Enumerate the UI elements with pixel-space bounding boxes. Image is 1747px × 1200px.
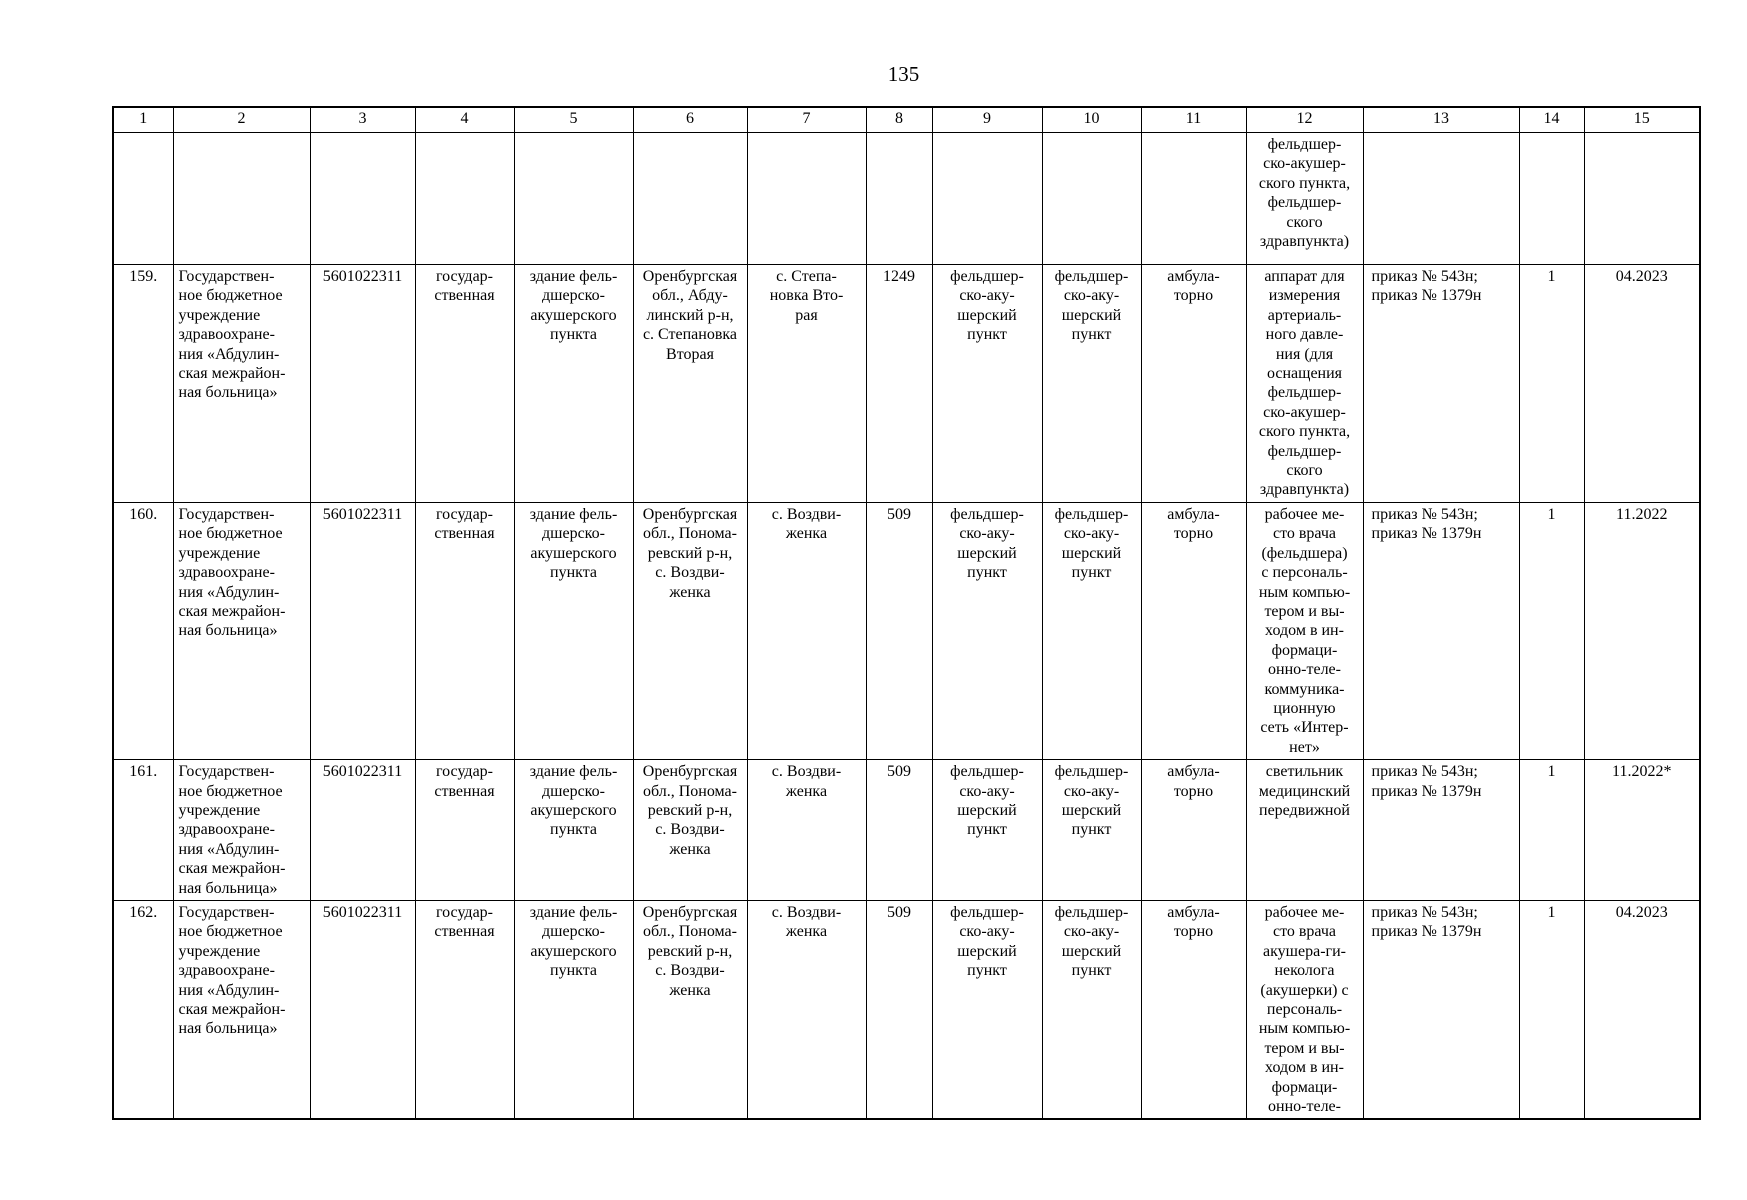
table-cell: Оренбургская обл., Понома- ревский р-н, … xyxy=(632,900,748,1120)
table-row-161: 161. Государствен- ное бюджетное учрежде… xyxy=(112,759,1701,901)
column-header: 9 xyxy=(931,106,1043,133)
column-header: 6 xyxy=(632,106,748,133)
page-number: 135 xyxy=(887,62,920,86)
table-cell: с. Воздви- женка xyxy=(746,759,867,901)
table-cell xyxy=(1518,132,1585,265)
table-cell xyxy=(865,132,933,265)
column-header: 12 xyxy=(1245,106,1364,133)
column-header: 10 xyxy=(1041,106,1142,133)
table-cell xyxy=(513,132,634,265)
table-cell: рабочее ме- сто врача (фельдшера) с перс… xyxy=(1245,501,1364,761)
table-cell: государ- ственная xyxy=(414,900,515,1120)
table-cell: приказ № 543н; приказ № 1379н xyxy=(1362,759,1520,901)
column-header: 3 xyxy=(309,106,416,133)
table-cell: 5601022311 xyxy=(309,759,416,901)
table-cell: государ- ственная xyxy=(414,264,515,503)
table-cell xyxy=(931,132,1043,265)
table-cell: с. Степа- новка Вто- рая xyxy=(746,264,867,503)
column-header: 4 xyxy=(414,106,515,133)
table-cell: 162. xyxy=(112,900,174,1120)
column-header: 13 xyxy=(1362,106,1520,133)
table-cell: амбула- торно xyxy=(1140,900,1247,1120)
registry-table: 1 2 3 4 5 6 7 8 9 10 11 12 13 14 15 xyxy=(112,106,1701,1121)
table-cell: Государствен- ное бюджетное учреждение з… xyxy=(172,900,311,1120)
table-cell: аппарат для измерения артериаль- ного да… xyxy=(1245,264,1364,503)
table-cell: 04.2023 xyxy=(1583,264,1701,503)
table-row-160: 160. Государствен- ное бюджетное учрежде… xyxy=(112,501,1701,761)
column-header: 8 xyxy=(865,106,933,133)
table-cell: 11.2022 xyxy=(1583,501,1701,761)
column-header: 15 xyxy=(1583,106,1701,133)
table-cell: Оренбургская обл., Абду- линский р-н, с.… xyxy=(632,264,748,503)
table-cell: 161. xyxy=(112,759,174,901)
column-header: 1 xyxy=(112,106,174,133)
table-cell xyxy=(172,132,311,265)
column-header: 14 xyxy=(1518,106,1585,133)
column-header: 5 xyxy=(513,106,634,133)
column-header: 2 xyxy=(172,106,311,133)
table-cell: здание фель- дшерско- акушерского пункта xyxy=(513,900,634,1120)
table-cell: 04.2023 xyxy=(1583,900,1701,1120)
table-cell: фельдшер- ско-аку- шерский пункт xyxy=(1041,264,1142,503)
table-cell: приказ № 543н; приказ № 1379н xyxy=(1362,501,1520,761)
table-cell: 509 xyxy=(865,501,933,761)
table-cell: Оренбургская обл., Понома- ревский р-н, … xyxy=(632,501,748,761)
table-cell: 509 xyxy=(865,900,933,1120)
column-header: 7 xyxy=(746,106,867,133)
table-cell: 509 xyxy=(865,759,933,901)
table-cell: 5601022311 xyxy=(309,501,416,761)
table-cell: 5601022311 xyxy=(309,264,416,503)
table-cell: амбула- торно xyxy=(1140,264,1247,503)
table-cell xyxy=(1041,132,1142,265)
table-cell: фельдшер- ско-аку- шерский пункт xyxy=(931,501,1043,761)
table-cell: с. Воздви- женка xyxy=(746,501,867,761)
table-cell: 1249 xyxy=(865,264,933,503)
table-cell: светильник медицинский передвижной xyxy=(1245,759,1364,901)
table-cell: фельдшер- ско-аку- шерский пункт xyxy=(931,264,1043,503)
table-cell: Оренбургская обл., Понома- ревский р-н, … xyxy=(632,759,748,901)
table-cell: государ- ственная xyxy=(414,501,515,761)
table-cell xyxy=(746,132,867,265)
table-header-row: 1 2 3 4 5 6 7 8 9 10 11 12 13 14 15 xyxy=(112,106,1701,133)
table-cell: фельдшер- ско-аку- шерский пункт xyxy=(1041,501,1142,761)
column-header: 11 xyxy=(1140,106,1247,133)
table-cell: здание фель- дшерско- акушерского пункта xyxy=(513,501,634,761)
table-cell: Государствен- ное бюджетное учреждение з… xyxy=(172,501,311,761)
table-cell: фельдшер- ско-аку- шерский пункт xyxy=(1041,759,1142,901)
table-cell: 1 xyxy=(1518,759,1585,901)
table-row-159: 159. Государствен- ное бюджетное учрежде… xyxy=(112,264,1701,503)
table-cell: здание фель- дшерско- акушерского пункта xyxy=(513,759,634,901)
table-cell: 1 xyxy=(1518,264,1585,503)
table-cell: здание фель- дшерско- акушерского пункта xyxy=(513,264,634,503)
table-cell: приказ № 543н; приказ № 1379н xyxy=(1362,900,1520,1120)
table-cell xyxy=(1140,132,1247,265)
table-row-162: 162. Государствен- ное бюджетное учрежде… xyxy=(112,900,1701,1120)
table-cell: 159. xyxy=(112,264,174,503)
table-cell: рабочее ме- сто врача акушера-ги- неколо… xyxy=(1245,900,1364,1120)
table-cell xyxy=(414,132,515,265)
table-cell: с. Воздви- женка xyxy=(746,900,867,1120)
table-cell: фельдшер- ско-акушер- ского пункта, фель… xyxy=(1245,132,1364,265)
table-cell: фельдшер- ско-аку- шерский пункт xyxy=(931,900,1043,1120)
table-cell: 1 xyxy=(1518,900,1585,1120)
table-cell: государ- ственная xyxy=(414,759,515,901)
table-cell: фельдшер- ско-аку- шерский пункт xyxy=(931,759,1043,901)
table-cell xyxy=(309,132,416,265)
table-cell: 160. xyxy=(112,501,174,761)
table-cell: амбула- торно xyxy=(1140,759,1247,901)
table-cell: приказ № 543н; приказ № 1379н xyxy=(1362,264,1520,503)
table-row-continuation: фельдшер- ско-акушер- ского пункта, фель… xyxy=(112,132,1701,265)
table-cell: 11.2022* xyxy=(1583,759,1701,901)
table-cell xyxy=(112,132,174,265)
table-cell xyxy=(632,132,748,265)
table-cell: амбула- торно xyxy=(1140,501,1247,761)
table-cell: Государствен- ное бюджетное учреждение з… xyxy=(172,264,311,503)
table-cell: фельдшер- ско-аку- шерский пункт xyxy=(1041,900,1142,1120)
table-cell: 5601022311 xyxy=(309,900,416,1120)
table-cell xyxy=(1583,132,1701,265)
table-cell: Государствен- ное бюджетное учреждение з… xyxy=(172,759,311,901)
table-cell: 1 xyxy=(1518,501,1585,761)
table-cell xyxy=(1362,132,1520,265)
